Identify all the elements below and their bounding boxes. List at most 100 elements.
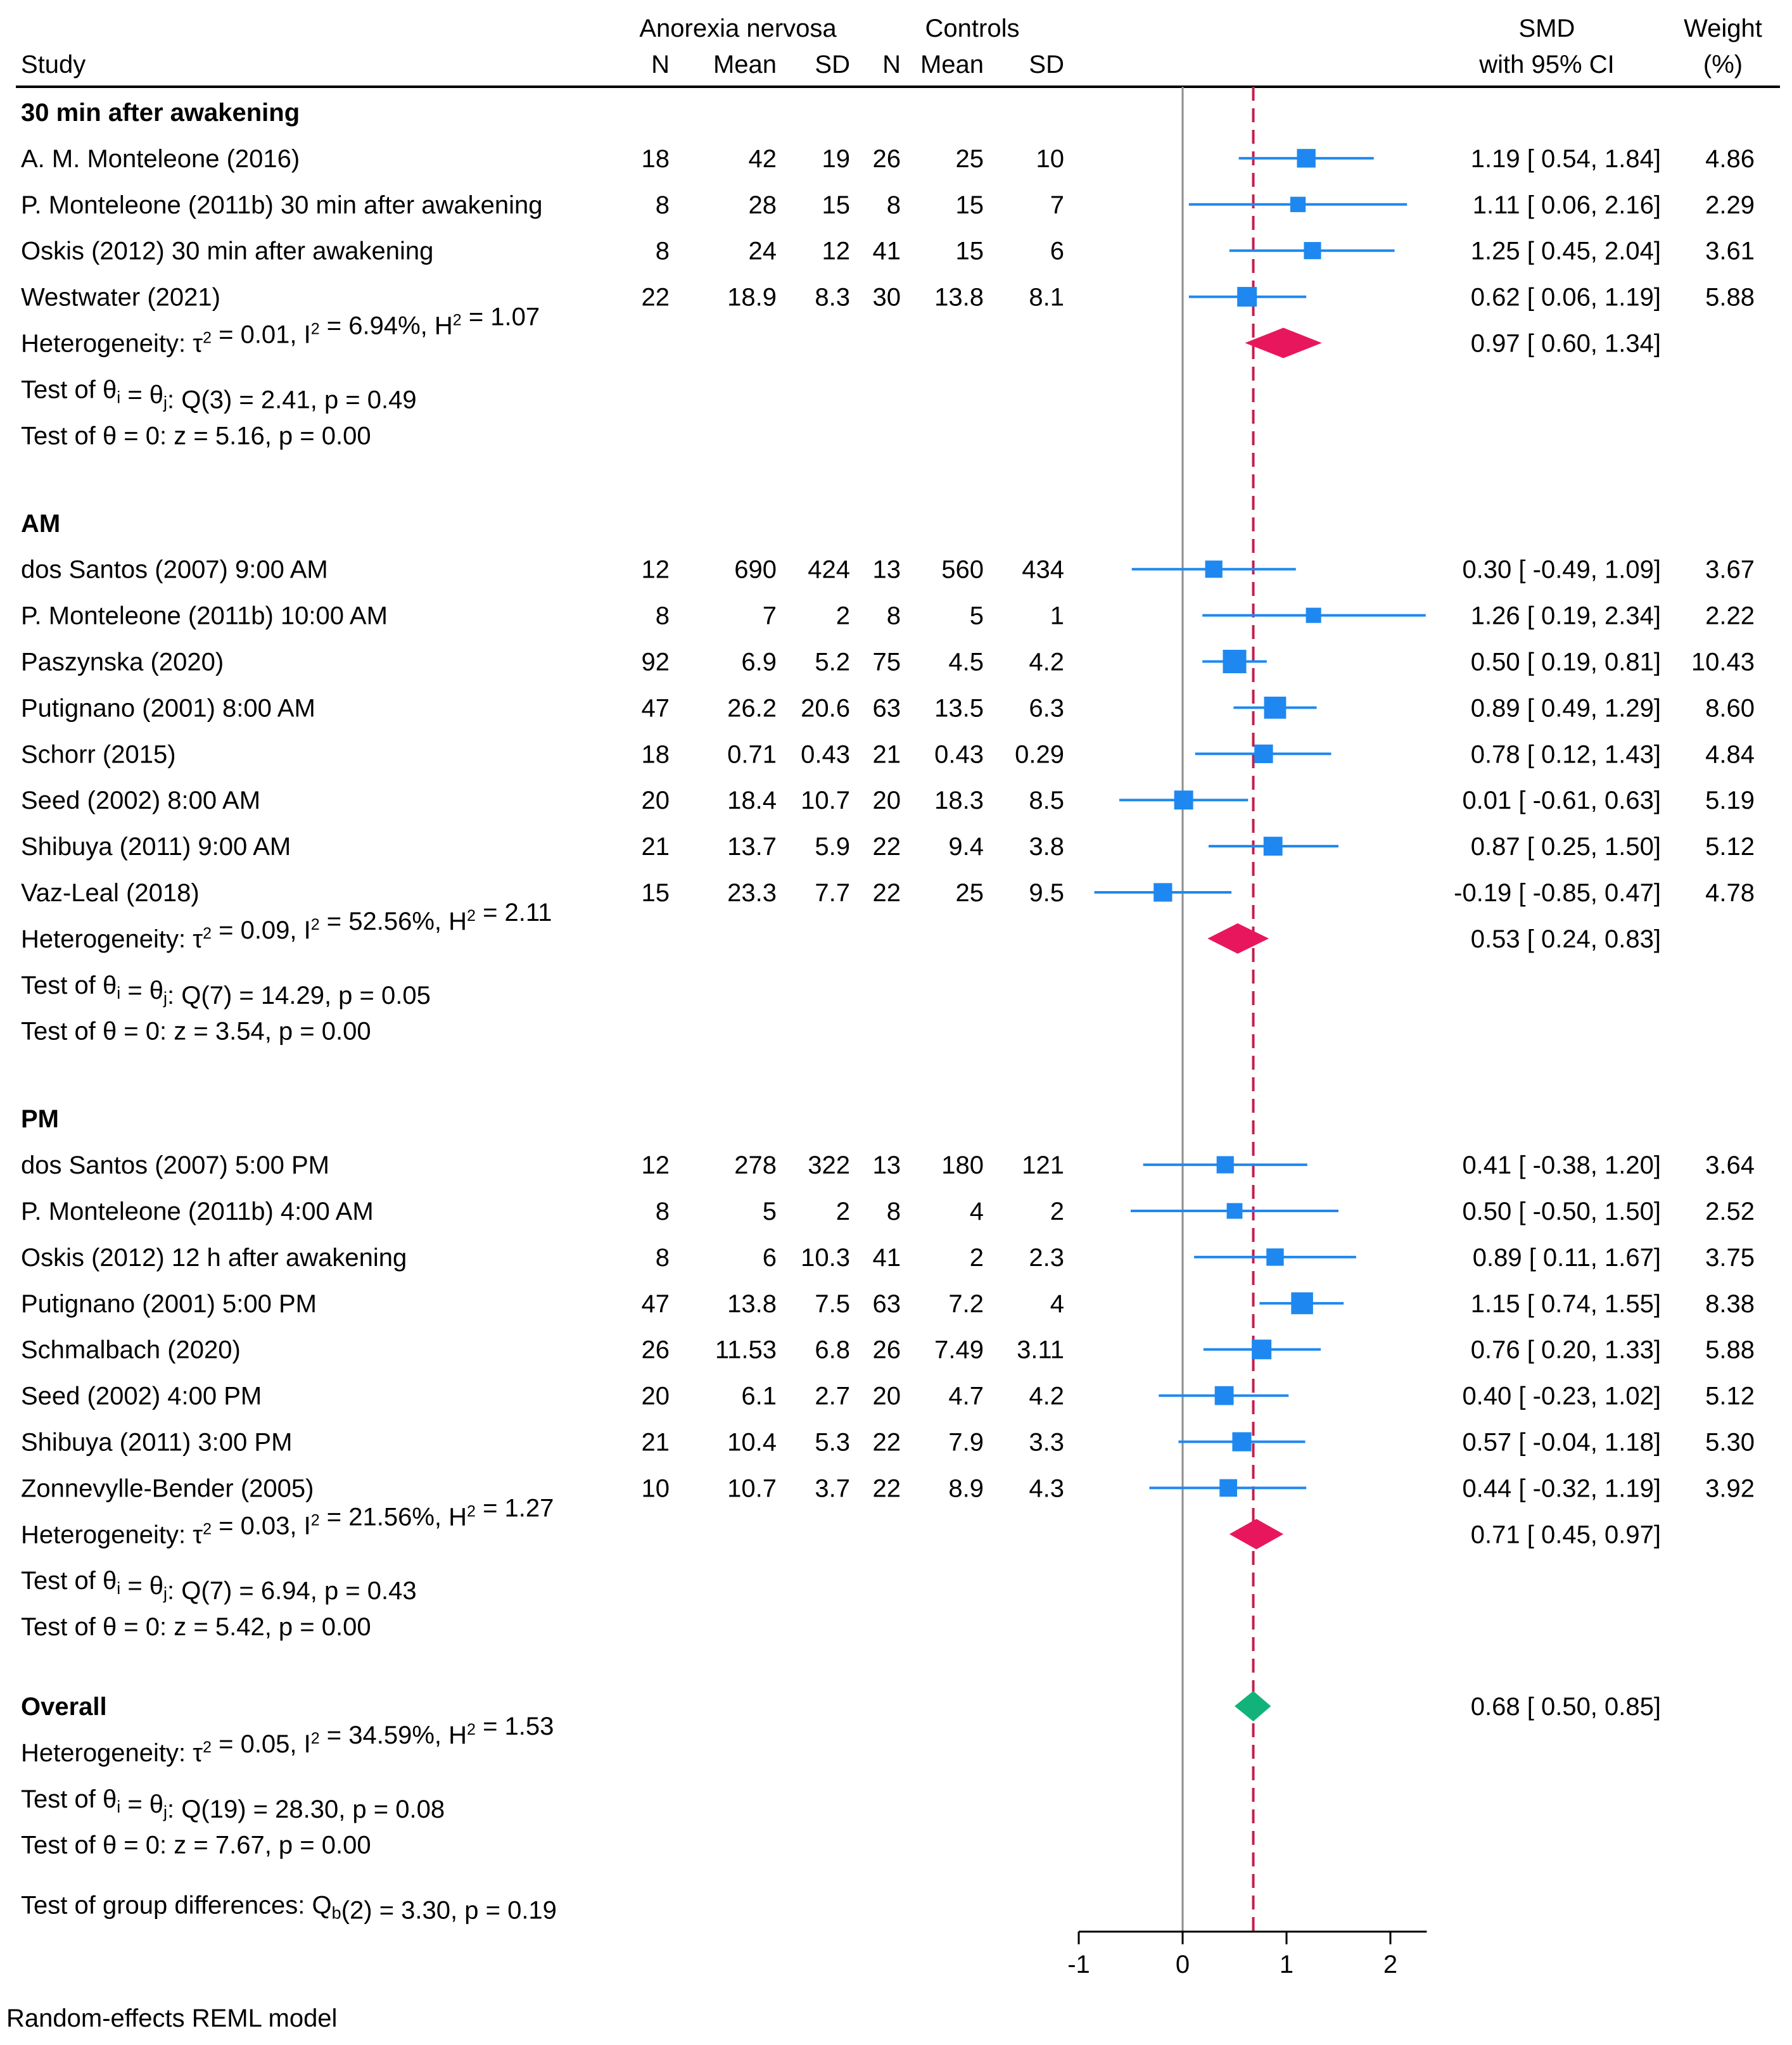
study-ctrl-n: 8 xyxy=(887,602,901,630)
header-an-n: N xyxy=(651,51,670,79)
study-ctrl-n: 41 xyxy=(873,1244,901,1272)
study-an-sd: 322 xyxy=(808,1151,850,1179)
study-an-sd: 2 xyxy=(836,1198,850,1225)
study-ctrl-sd: 0.29 xyxy=(1015,740,1064,768)
study-an-n: 8 xyxy=(656,602,670,630)
study-name: Oskis (2012) 12 h after awakening xyxy=(21,1244,407,1272)
study-an-sd: 6.8 xyxy=(815,1336,850,1364)
study-smd-ci: 0.01 [ -0.61, 0.63] xyxy=(1462,787,1661,814)
study-ctrl-sd: 4.2 xyxy=(1029,649,1064,676)
header-controls: Controls xyxy=(925,15,1020,42)
study-marker xyxy=(1291,1292,1313,1315)
study-smd-ci: 0.89 [ 0.11, 1.67] xyxy=(1473,1244,1661,1272)
study-marker xyxy=(1297,149,1316,168)
study-ctrl-mean: 4.7 xyxy=(948,1383,984,1410)
study-an-n: 92 xyxy=(642,649,670,676)
study-ctrl-sd: 2.3 xyxy=(1029,1244,1064,1272)
study-an-sd: 15 xyxy=(822,191,851,219)
study-an-n: 22 xyxy=(642,284,670,312)
study-ctrl-n: 20 xyxy=(873,1383,901,1410)
study-an-n: 47 xyxy=(642,694,670,722)
header-weight-pct: (%) xyxy=(1703,51,1743,79)
study-an-mean: 13.7 xyxy=(727,833,777,861)
study-ctrl-n: 22 xyxy=(873,1429,901,1457)
study-an-sd: 3.7 xyxy=(815,1474,850,1502)
study-ctrl-mean: 13.8 xyxy=(934,284,984,312)
study-an-sd: 5.3 xyxy=(815,1429,850,1457)
group-pooled-diamond xyxy=(1207,923,1269,954)
study-an-mean: 6 xyxy=(763,1244,777,1272)
study-an-mean: 5 xyxy=(763,1198,777,1225)
study-an-n: 8 xyxy=(656,1244,670,1272)
group-pooled-ci: 0.71 [ 0.45, 0.97] xyxy=(1471,1521,1661,1548)
overall-q-test: Test of θi = θj: Q(19) = 28.30, p = 0.08 xyxy=(21,1785,445,1823)
study-marker xyxy=(1252,1339,1272,1360)
study-ctrl-n: 20 xyxy=(873,787,901,814)
study-ctrl-n: 63 xyxy=(873,694,901,722)
group-differences-test: Test of group differences: Qb(2) = 3.30,… xyxy=(21,1892,557,1925)
group-heterogeneity: Heterogeneity: τ2 = 0.09, I2 = 52.56%, H… xyxy=(21,899,552,953)
study-smd-ci: 1.19 [ 0.54, 1.84] xyxy=(1471,145,1661,173)
study-ctrl-mean: 180 xyxy=(941,1151,984,1179)
study-smd-ci: 0.57 [ -0.04, 1.18] xyxy=(1462,1429,1661,1457)
study-ctrl-mean: 5 xyxy=(970,602,984,630)
study-ctrl-n: 26 xyxy=(873,145,901,173)
group-q-test: Test of θi = θj: Q(3) = 2.41, p = 0.49 xyxy=(21,376,417,414)
header-anorexia-nervosa: Anorexia nervosa xyxy=(639,15,837,42)
study-ctrl-sd: 4 xyxy=(1050,1290,1064,1318)
study-marker xyxy=(1290,196,1306,212)
group-pooled-ci: 0.97 [ 0.60, 1.34] xyxy=(1471,330,1661,358)
group-title-am: AM xyxy=(21,510,60,538)
study-weight: 4.84 xyxy=(1705,740,1755,768)
study-an-mean: 0.71 xyxy=(727,740,777,768)
study-marker xyxy=(1264,697,1287,719)
study-ctrl-n: 8 xyxy=(887,191,901,219)
study-smd-ci: 0.44 [ -0.32, 1.19] xyxy=(1462,1474,1661,1502)
study-ctrl-mean: 18.3 xyxy=(934,787,984,814)
study-ctrl-mean: 560 xyxy=(941,556,984,584)
study-an-n: 12 xyxy=(642,1151,670,1179)
study-weight: 5.12 xyxy=(1705,1383,1755,1410)
study-an-mean: 24 xyxy=(749,237,777,265)
study-an-n: 15 xyxy=(642,879,670,907)
header-ci: with 95% CI xyxy=(1478,51,1614,79)
study-ctrl-mean: 15 xyxy=(956,237,984,265)
study-name: Schorr (2015) xyxy=(21,740,176,768)
study-ctrl-mean: 15 xyxy=(956,191,984,219)
study-marker xyxy=(1219,1479,1238,1497)
study-ctrl-sd: 8.1 xyxy=(1029,284,1064,312)
study-marker xyxy=(1205,560,1223,578)
overall-z-test: Test of θ = 0: z = 7.67, p = 0.00 xyxy=(21,1832,371,1859)
x-axis-tick-label: 1 xyxy=(1280,1951,1293,1979)
study-ctrl-n: 22 xyxy=(873,833,901,861)
header-study: Study xyxy=(21,51,86,79)
group-q-test: Test of θi = θj: Q(7) = 6.94, p = 0.43 xyxy=(21,1567,417,1605)
study-ctrl-mean: 4 xyxy=(970,1198,984,1225)
study-name: Westwater (2021) xyxy=(21,284,220,312)
study-name: Schmalbach (2020) xyxy=(21,1336,241,1364)
study-an-sd: 7.7 xyxy=(815,879,850,907)
header-an-mean: Mean xyxy=(713,51,777,79)
study-weight: 5.30 xyxy=(1705,1429,1755,1457)
study-ctrl-sd: 3.11 xyxy=(1017,1336,1064,1364)
group-heterogeneity: Heterogeneity: τ2 = 0.01, I2 = 6.94%, H2… xyxy=(21,303,540,358)
study-name: Zonnevylle-Bender (2005) xyxy=(21,1474,314,1502)
study-smd-ci: 0.41 [ -0.38, 1.20] xyxy=(1462,1151,1661,1179)
study-weight: 2.22 xyxy=(1705,602,1755,630)
header-ctrl-mean: Mean xyxy=(920,51,984,79)
study-an-n: 21 xyxy=(642,833,670,861)
study-an-mean: 6.1 xyxy=(741,1383,777,1410)
study-smd-ci: 0.89 [ 0.49, 1.29] xyxy=(1471,694,1661,722)
study-ctrl-mean: 25 xyxy=(956,145,984,173)
study-name: Putignano (2001) 5:00 PM xyxy=(21,1290,317,1318)
study-an-n: 12 xyxy=(642,556,670,584)
study-an-mean: 10.7 xyxy=(727,1474,777,1502)
study-weight: 2.29 xyxy=(1705,191,1755,219)
study-smd-ci: 0.78 [ 0.12, 1.43] xyxy=(1471,740,1661,768)
study-weight: 4.86 xyxy=(1705,145,1755,173)
study-marker xyxy=(1237,287,1257,307)
study-ctrl-mean: 7.9 xyxy=(948,1429,984,1457)
study-an-n: 8 xyxy=(656,191,670,219)
study-an-sd: 5.2 xyxy=(815,649,850,676)
